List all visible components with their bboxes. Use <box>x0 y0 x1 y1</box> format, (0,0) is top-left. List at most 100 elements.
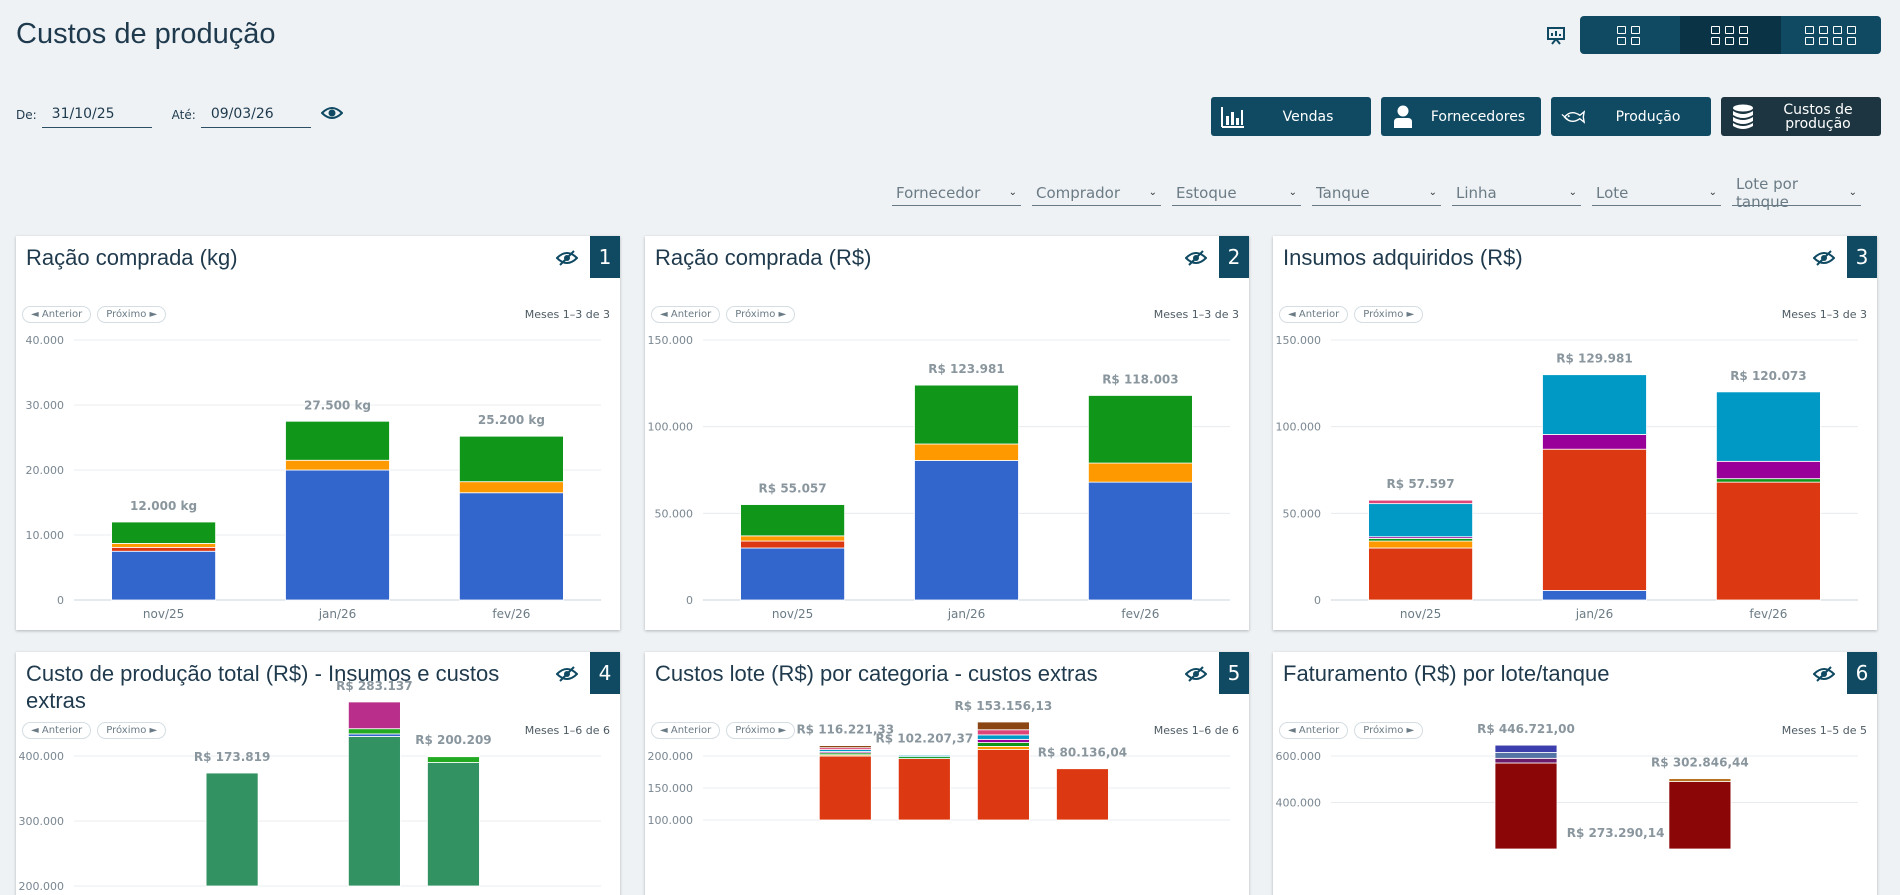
filter-estoque[interactable]: Estoque ⌄ <box>1172 180 1301 206</box>
bar-segment <box>459 481 564 494</box>
next-button[interactable]: Próximo ► <box>97 306 167 323</box>
total-label: R$ 118.003 <box>1102 372 1178 386</box>
prev-button[interactable]: ◄ Anterior <box>1279 722 1349 739</box>
y-tick-label: 0 <box>686 594 693 607</box>
eye-slash-icon[interactable] <box>555 666 579 686</box>
total-label: R$ 302.846,44 <box>1651 756 1749 770</box>
filter-lote[interactable]: Lote ⌄ <box>1592 180 1721 206</box>
custos-producao-label: Custos de produção <box>1783 101 1853 132</box>
filter-linha[interactable]: Linha ⌄ <box>1452 180 1581 206</box>
layout-3-columns-button[interactable] <box>1680 16 1782 54</box>
bar-segment <box>740 504 845 537</box>
presentation-icon[interactable] <box>1546 25 1566 49</box>
filter-comprador-label: Comprador <box>1036 183 1121 202</box>
x-tick-label: nov/25 <box>772 607 813 621</box>
next-button[interactable]: Próximo ► <box>726 722 796 739</box>
bar-segment <box>427 756 480 763</box>
eye-slash-icon[interactable] <box>1812 666 1836 686</box>
total-label: R$ 57.597 <box>1387 477 1455 491</box>
x-tick-label: jan/26 <box>1575 607 1614 621</box>
bar-segment <box>740 540 845 549</box>
pager: ◄ Anterior Próximo ► <box>22 722 167 739</box>
to-label: Até: <box>171 108 196 122</box>
bar-segment <box>1716 478 1821 483</box>
chevron-down-icon: ⌄ <box>1288 187 1297 198</box>
chart-card-5: Custos lote (R$) por categoria - custos … <box>645 652 1249 895</box>
chart-card-1: Ração comprada (kg) 1 ◄ Anterior Próximo … <box>16 236 620 630</box>
fornecedores-button[interactable]: Fornecedores <box>1381 97 1541 136</box>
prev-button[interactable]: ◄ Anterior <box>1279 306 1349 323</box>
card-number: 3 <box>1847 236 1877 278</box>
bar-segment <box>976 734 1030 740</box>
card-title: Insumos adquiridos (R$) <box>1283 245 1523 270</box>
filter-lote-por-tanque[interactable]: Lote por tanque ⌄ <box>1732 175 1861 211</box>
bar-segment <box>1494 762 1558 850</box>
card-title: Faturamento (R$) por lote/tanque <box>1283 661 1610 686</box>
x-tick-label: fev/26 <box>1121 607 1159 621</box>
bar-segment <box>1088 481 1193 601</box>
bar-segment <box>1542 374 1647 435</box>
next-button[interactable]: Próximo ► <box>97 722 167 739</box>
to-date-input[interactable] <box>200 104 311 128</box>
producao-label: Produção <box>1615 108 1681 125</box>
bar-segment <box>818 745 872 749</box>
eye-slash-icon[interactable] <box>1184 250 1208 270</box>
fish-icon <box>1561 105 1585 129</box>
prev-button[interactable]: ◄ Anterior <box>22 306 92 323</box>
bar-segment <box>897 754 951 756</box>
prev-button[interactable]: ◄ Anterior <box>651 722 721 739</box>
custos-producao-button[interactable]: Custos de produção <box>1721 97 1881 136</box>
vendas-button[interactable]: Vendas <box>1211 97 1371 136</box>
chart-2: 0 50.000 100.000 150.000 R$ 55.057 nov/25 R$ 1… <box>648 334 1230 621</box>
y-tick-label: 40.000 <box>26 334 65 347</box>
chevron-down-icon: ⌄ <box>1848 187 1857 198</box>
eye-slash-icon[interactable] <box>1812 250 1836 270</box>
next-button[interactable]: Próximo ► <box>1354 722 1424 739</box>
y-tick-label: 50.000 <box>655 507 694 520</box>
chart-5: 100.000 150.000 200.000 R$ 116.221,33R$ 102… <box>648 699 1230 827</box>
bar-segment <box>1668 781 1732 850</box>
card-number: 2 <box>1219 236 1249 278</box>
card-title: Ração comprada (R$) <box>655 245 872 270</box>
layout-4-columns-button[interactable] <box>1781 16 1881 54</box>
chevron-down-icon: ⌄ <box>1008 187 1017 198</box>
bar-segment <box>976 721 1030 731</box>
bar-segment <box>976 738 1030 743</box>
next-button[interactable]: Próximo ► <box>1354 306 1424 323</box>
bar-segment <box>459 435 564 483</box>
x-tick-label: fev/26 <box>492 607 530 621</box>
y-tick-label: 0 <box>1314 594 1321 607</box>
y-tick-label: 200.000 <box>648 750 694 763</box>
producao-button[interactable]: Produção <box>1551 97 1711 136</box>
y-tick-label: 150.000 <box>648 334 694 347</box>
filter-tanque[interactable]: Tanque ⌄ <box>1312 180 1441 206</box>
total-label: R$ 283.137 <box>336 679 412 693</box>
fornecedores-label: Fornecedores <box>1430 108 1526 125</box>
page-title: Custos de produção <box>16 18 276 50</box>
bar-chart-icon <box>1221 105 1245 129</box>
next-button[interactable]: Próximo ► <box>726 306 796 323</box>
bar-segment <box>347 728 401 735</box>
y-tick-label: 200.000 <box>19 880 65 893</box>
y-tick-label: 600.000 <box>1276 750 1322 763</box>
from-date-input[interactable] <box>41 104 152 128</box>
chart-6: 400.000 600.000 R$ 446.721,00 R$ 273.290,14… <box>1276 722 1858 850</box>
filter-comprador[interactable]: Comprador ⌄ <box>1032 180 1161 206</box>
y-tick-label: 300.000 <box>19 815 65 828</box>
eye-slash-icon[interactable] <box>555 250 579 270</box>
bar-segment <box>459 492 564 601</box>
bar-segment <box>1088 395 1193 464</box>
prev-button[interactable]: ◄ Anterior <box>651 306 721 323</box>
bar-segment <box>427 762 480 887</box>
prev-button[interactable]: ◄ Anterior <box>22 722 92 739</box>
layout-2-columns-button[interactable] <box>1580 16 1681 54</box>
x-tick-label: nov/25 <box>143 607 184 621</box>
months-indicator: Meses 1–6 de 6 <box>524 724 610 737</box>
coins-stack-icon <box>1731 104 1755 129</box>
eye-icon[interactable] <box>320 105 344 125</box>
grid-2x2-icon <box>1617 25 1642 45</box>
filter-fornecedor[interactable]: Fornecedor ⌄ <box>892 180 1021 206</box>
total-label: R$ 173.819 <box>194 750 270 764</box>
y-tick-label: 100.000 <box>648 814 694 827</box>
eye-slash-icon[interactable] <box>1184 666 1208 686</box>
